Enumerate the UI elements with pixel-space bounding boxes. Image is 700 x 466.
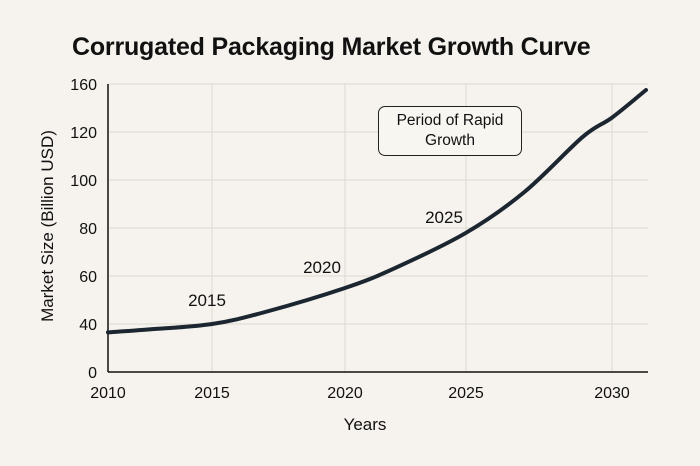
annotation-line-2: Growth — [425, 132, 475, 149]
axes — [107, 84, 648, 373]
x-tick-label: 2010 — [90, 385, 126, 402]
annotation-box: Period of Rapid Growth — [378, 106, 522, 156]
x-tick-label: 2025 — [448, 385, 484, 402]
series-lines — [106, 88, 648, 335]
y-tick-label: 60 — [79, 269, 97, 286]
point-label: 2020 — [303, 258, 341, 277]
point-label: 2015 — [188, 291, 226, 310]
x-axis-label: Years — [344, 415, 387, 434]
chart-title: Corrugated Packaging Market Growth Curve — [72, 33, 591, 61]
y-tick-label: 120 — [70, 125, 97, 142]
x-tick-label: 2015 — [194, 385, 230, 402]
y-tick-label: 160 — [70, 77, 97, 94]
annotation-line-1: Period of Rapid — [396, 112, 504, 129]
x-tick-label: 2020 — [327, 385, 363, 402]
y-tick-label: 80 — [79, 221, 97, 238]
x-tick-label: 2030 — [594, 385, 630, 402]
y-tick-label: 0 — [88, 365, 97, 382]
y-tick-label: 40 — [79, 317, 97, 334]
point-labels: 2015 2020 2025 — [188, 208, 463, 310]
y-axis-label: Market Size (Billion USD) — [38, 130, 57, 322]
series-line-0 — [106, 88, 648, 335]
y-tick-label: 100 — [70, 173, 97, 190]
point-label: 2025 — [425, 208, 463, 227]
y-tick-labels: 0 40 60 80 100 120 160 — [70, 77, 97, 382]
x-tick-labels: 2010 2015 2020 2025 2030 — [90, 385, 630, 402]
